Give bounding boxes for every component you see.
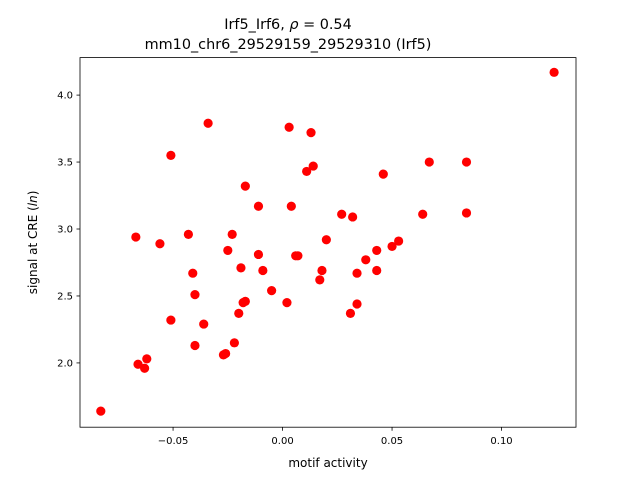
y-axis-label-italic: ln: [26, 195, 40, 206]
data-point: [321, 235, 331, 245]
x-axis-ticks: −0.05 0.00 0.05 0.10: [158, 427, 513, 447]
data-point: [190, 340, 200, 351]
data-point: [315, 275, 325, 285]
data-point: [166, 150, 176, 160]
data-point: [166, 315, 176, 325]
data-point: [221, 348, 231, 359]
data-point: [131, 232, 141, 242]
chart-title-rho-symbol: ρ: [289, 17, 298, 33]
y-axis-label-suffix: ): [26, 191, 40, 196]
data-point: [282, 298, 292, 308]
data-point: [461, 157, 472, 167]
data-point: [240, 181, 250, 191]
y-axis-label: signal at CRE (ln): [26, 191, 40, 295]
data-point: [236, 263, 246, 273]
data-point: [424, 157, 434, 167]
x-tick-label: −0.05: [158, 436, 189, 447]
data-point: [142, 354, 152, 364]
y-axis-label-prefix: signal at CRE (: [26, 206, 40, 294]
data-point: [188, 268, 198, 278]
data-point: [155, 239, 165, 249]
y-tick-label: 3.5: [57, 158, 73, 169]
data-point: [352, 299, 362, 309]
data-point: [199, 319, 209, 329]
data-point: [240, 296, 250, 306]
plot-area-frame: [79, 57, 577, 428]
y-axis-ticks: 2.0 2.5 3.0 3.5 4.0: [57, 91, 80, 370]
data-point: [234, 308, 244, 318]
data-point: [394, 236, 404, 246]
chart-title-line1: Irf5_Irf6, ρ = 0.54: [224, 17, 352, 33]
y-tick-label: 4.0: [57, 91, 73, 102]
data-point: [223, 245, 233, 256]
data-point: [183, 229, 193, 239]
data-point: [96, 406, 106, 416]
data-point: [345, 308, 356, 318]
data-point: [253, 201, 264, 211]
x-axis-label: motif activity: [288, 456, 367, 470]
data-point: [229, 338, 239, 348]
data-point: [361, 255, 371, 265]
data-point: [293, 251, 303, 261]
data-point: [258, 265, 268, 276]
data-point: [337, 209, 347, 219]
chart-title-label: Irf5_Irf6,: [224, 17, 289, 33]
data-point: [372, 265, 382, 276]
y-tick-label: 2.5: [57, 292, 73, 303]
data-point: [203, 118, 213, 128]
data-point: [284, 122, 294, 132]
data-point: [387, 241, 397, 252]
data-point: [378, 169, 388, 179]
data-point: [302, 166, 312, 177]
data-point: [253, 249, 264, 260]
data-point: [372, 245, 382, 256]
data-point: [317, 265, 327, 276]
data-point: [133, 359, 143, 369]
data-point: [140, 363, 150, 373]
chart-title-line2: mm10_chr6_29529159_29529310 (Irf5): [145, 37, 432, 53]
data-point: [308, 161, 318, 171]
data-point: [190, 290, 200, 300]
data-point: [352, 268, 362, 278]
data-point: [348, 212, 358, 222]
x-tick-label: 0.05: [381, 436, 403, 447]
data-point: [549, 67, 559, 77]
data-point: [227, 229, 237, 239]
data-point: [418, 209, 428, 219]
x-tick-label: 0.00: [271, 436, 293, 447]
data-point: [306, 127, 316, 138]
data-point: [267, 286, 277, 296]
data-point: [461, 208, 472, 218]
x-tick-label: 0.10: [490, 436, 512, 447]
y-tick-label: 3.0: [57, 225, 73, 236]
data-point: [286, 201, 296, 211]
data-points: [96, 67, 559, 416]
chart-title-rho-value: = 0.54: [299, 17, 352, 33]
y-tick-label: 2.0: [57, 359, 73, 370]
